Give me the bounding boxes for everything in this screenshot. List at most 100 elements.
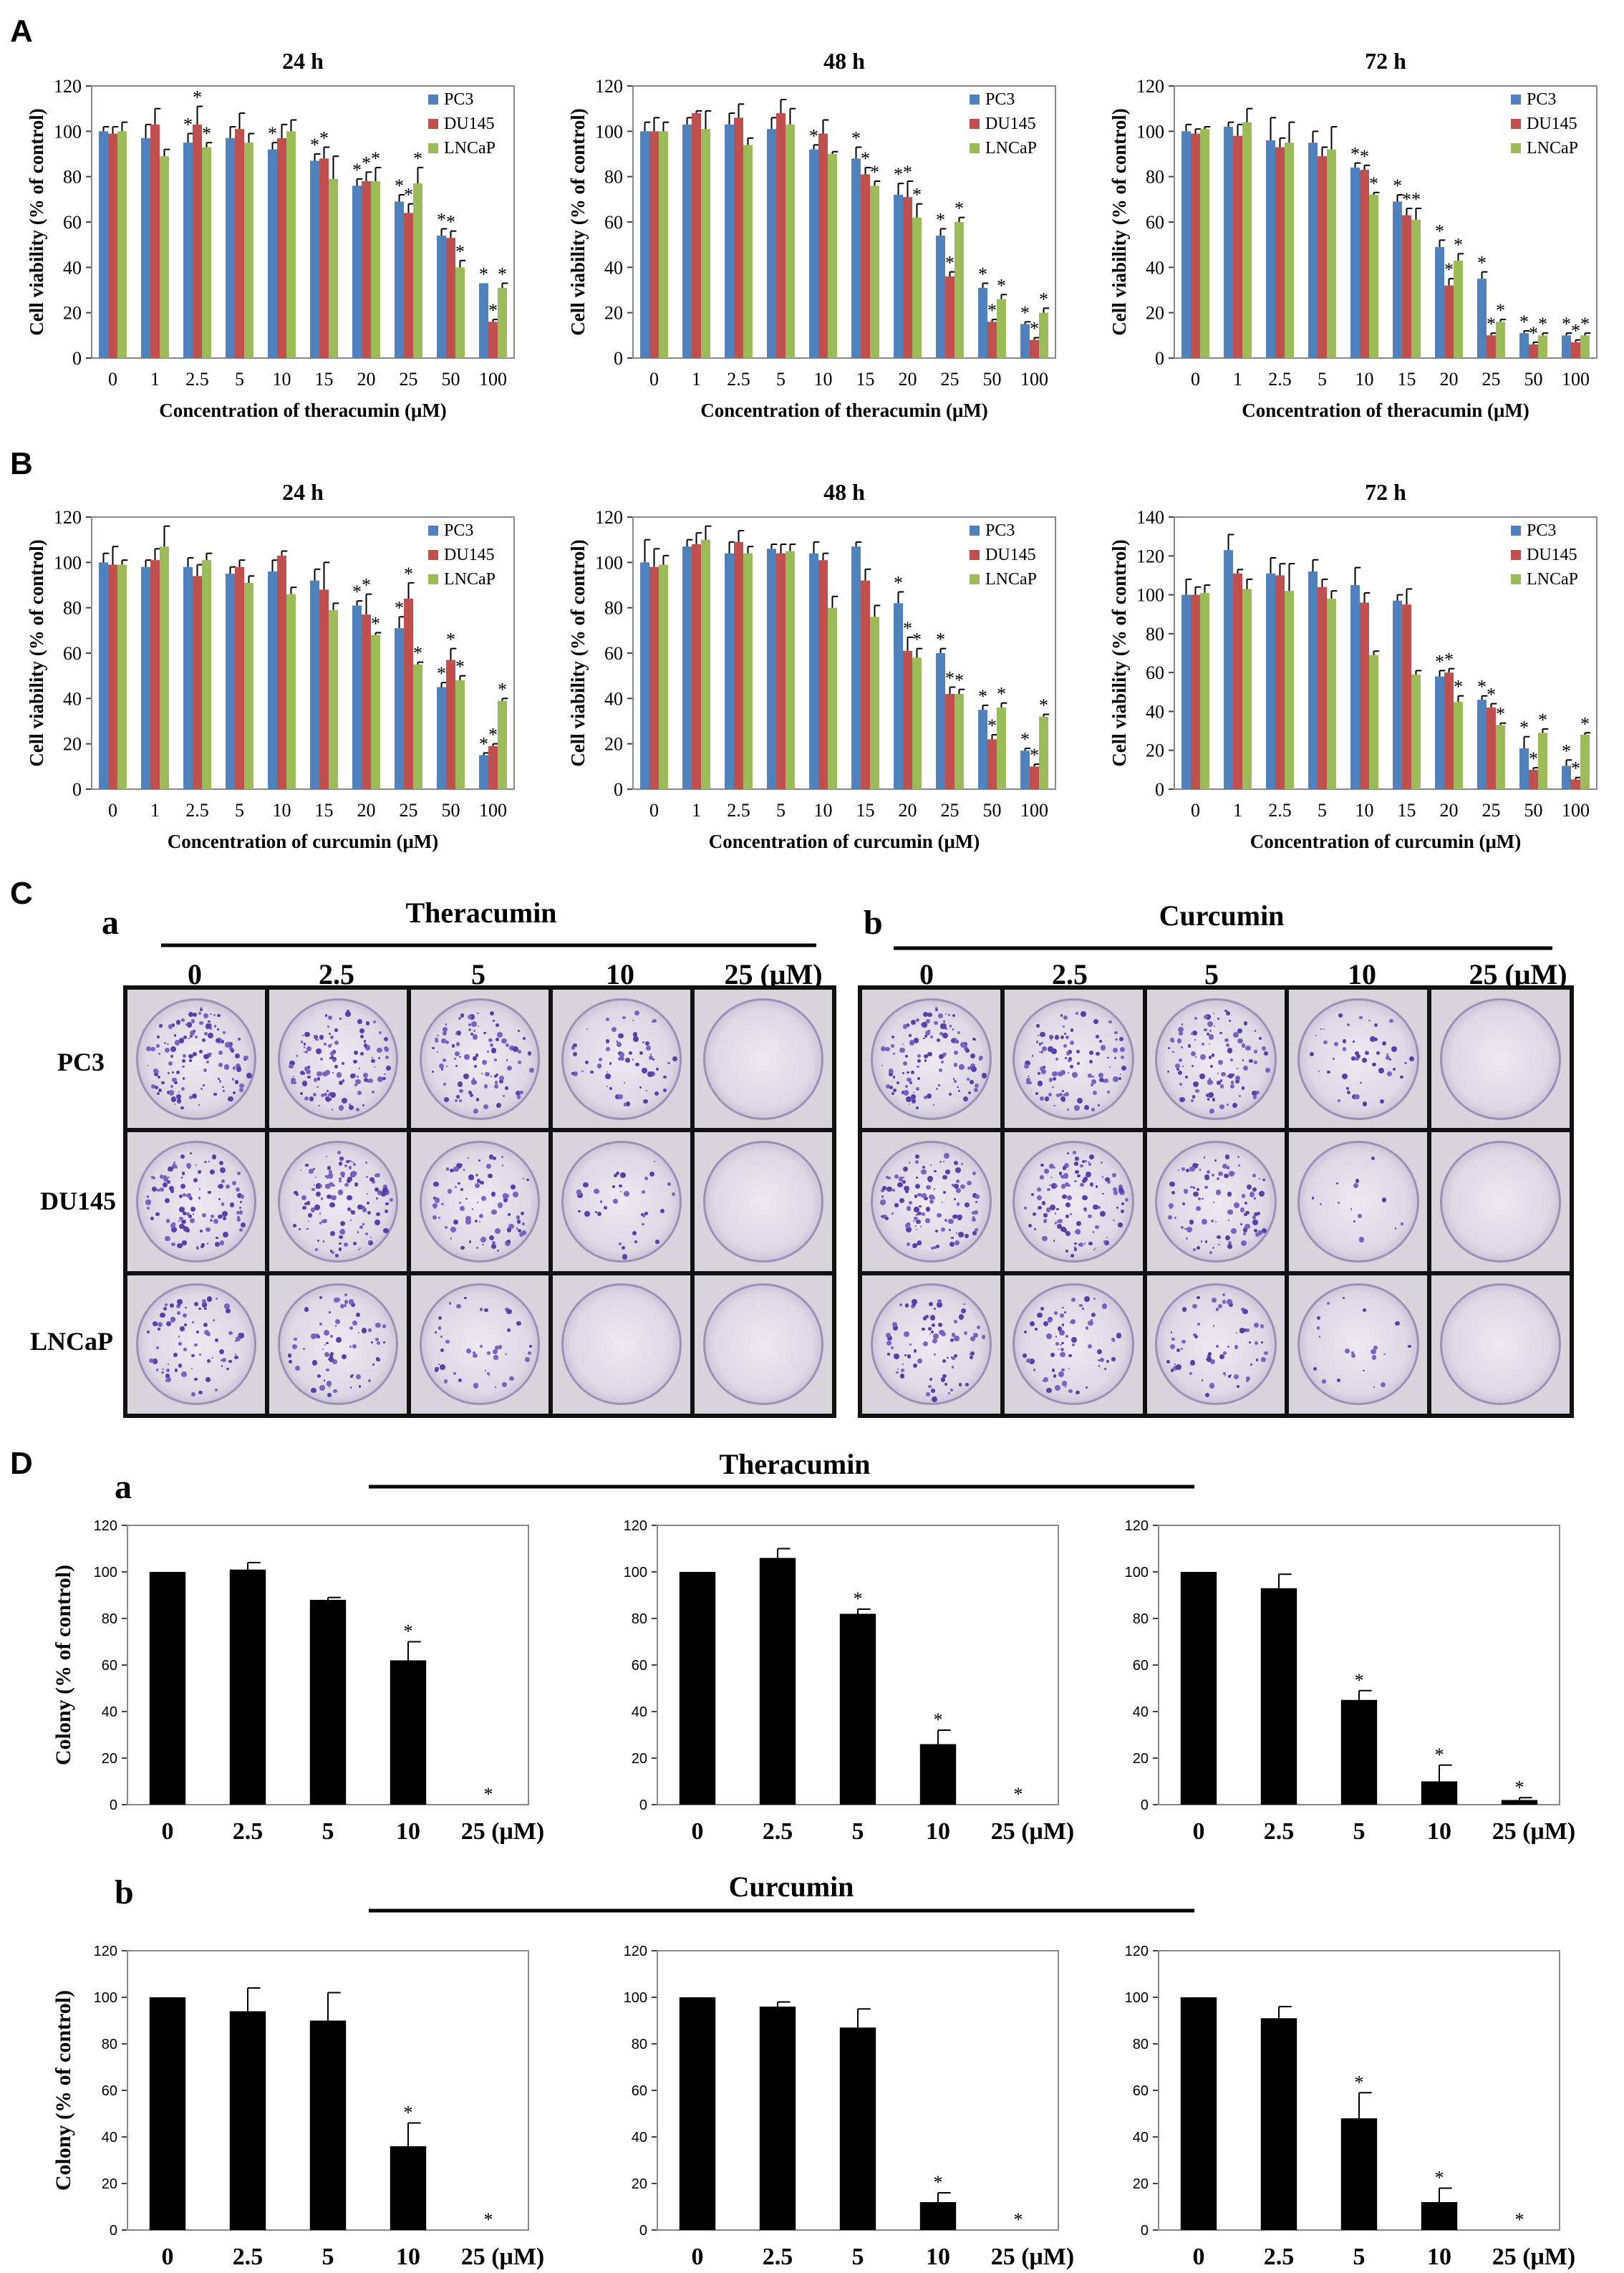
colony-spot — [222, 1211, 228, 1217]
colony-spot — [210, 1169, 215, 1174]
colony-spot — [437, 1035, 438, 1036]
x-tick-label: 10 — [814, 369, 833, 390]
colony-spot — [957, 1202, 960, 1205]
y-tick-label: 100 — [54, 552, 82, 573]
significance-star: * — [413, 148, 422, 169]
colony-spot — [518, 1061, 521, 1064]
colony-spot — [516, 1215, 520, 1219]
colony-spot — [183, 1077, 185, 1080]
colony-spot — [1096, 1052, 1099, 1056]
significance-star: * — [1496, 300, 1505, 321]
bar-lncap — [202, 560, 211, 789]
x-tick-label: 10 — [273, 800, 291, 821]
significance-star: * — [1477, 253, 1487, 274]
colony-spot — [453, 1372, 456, 1375]
colony-spot — [925, 1218, 930, 1223]
colony-spot — [1090, 1182, 1094, 1187]
colony-spot — [1082, 1308, 1084, 1310]
colony-spot — [165, 1236, 170, 1241]
colony-spot — [1074, 1162, 1078, 1166]
colony-spot — [523, 1037, 526, 1040]
colony-spot — [1113, 1190, 1118, 1195]
colony-spot — [1238, 1164, 1239, 1166]
colony-spot — [1181, 1023, 1183, 1025]
colony-spot — [1066, 1051, 1070, 1055]
colony-spot — [443, 1028, 444, 1030]
colony-dish — [1147, 990, 1285, 1128]
bar-lncap — [1496, 725, 1505, 789]
colony-spot — [973, 1333, 978, 1338]
colony-spot — [909, 1201, 912, 1205]
colony-spot — [342, 1098, 347, 1104]
bar — [840, 1614, 876, 1805]
colony-dish — [862, 990, 1000, 1128]
panel-c-a-title: Theracumin — [405, 897, 556, 929]
colony-spot — [170, 1085, 173, 1088]
significance-star: * — [861, 148, 870, 169]
dish-plate — [703, 998, 824, 1120]
colony-spot — [927, 1052, 932, 1056]
colony-spot — [158, 1328, 160, 1330]
y-tick-label: 60 — [604, 643, 623, 664]
bar-lncap — [1039, 313, 1048, 358]
colony-spot — [365, 1232, 368, 1235]
colony-spot — [476, 1098, 479, 1101]
colony-spot — [1204, 1157, 1205, 1159]
x-tick-label: 5 — [776, 800, 786, 821]
colony-spot — [328, 1015, 332, 1020]
colony-spot — [959, 1064, 964, 1069]
dish-plate — [561, 1283, 682, 1405]
colony-spot — [210, 1053, 212, 1055]
y-tick-label: 120 — [94, 1518, 117, 1534]
colony-spot — [1231, 1228, 1237, 1234]
bar — [310, 1600, 346, 1805]
colony-spot — [529, 1068, 534, 1073]
colony-spot — [1077, 1098, 1083, 1104]
colony-spot — [1089, 1154, 1094, 1159]
bar-lncap — [1538, 335, 1547, 358]
colony-spot — [1071, 1298, 1076, 1302]
colony-spot — [1052, 1369, 1055, 1371]
chart-colony-curcumin-pc3: 020406080100120Colony (% of control)0 2.5… — [43, 1936, 609, 2273]
colony-spot — [975, 1195, 980, 1199]
colony-spot — [880, 1200, 885, 1205]
colony-spot — [1076, 1229, 1081, 1234]
colony-spot — [922, 1212, 925, 1216]
colony-spot — [196, 1331, 199, 1333]
colony-spot — [178, 1091, 180, 1093]
bar-lncap — [659, 131, 668, 358]
colony-spot — [1169, 1207, 1171, 1209]
significance-star: * — [446, 629, 455, 650]
colony-spot — [206, 1227, 210, 1232]
x-tick-label: 10 — [814, 800, 833, 821]
colony-dish — [1289, 1275, 1427, 1414]
chart-title: 48 h — [823, 48, 865, 74]
significance-star: * — [404, 2103, 413, 2123]
bar-du145 — [649, 131, 659, 358]
colony-spot — [941, 1227, 945, 1232]
colony-spot — [1056, 1208, 1058, 1210]
bar-du145 — [488, 746, 498, 789]
colony-spot — [459, 1202, 461, 1204]
colony-spot — [1227, 1076, 1228, 1077]
colony-spot — [967, 1181, 971, 1185]
colony-spot — [1337, 1379, 1340, 1382]
significance-star: * — [903, 162, 912, 183]
legend-swatch — [1511, 574, 1521, 584]
bar-du145 — [362, 181, 371, 358]
colony-spot — [1081, 1011, 1086, 1016]
colony-spot — [1057, 1220, 1060, 1223]
colony-spot — [1170, 1344, 1175, 1349]
colony-dish — [1289, 1132, 1427, 1270]
chart-title: 72 h — [1365, 48, 1406, 74]
colony-spot — [1178, 1169, 1179, 1171]
colony-spot — [1204, 1015, 1208, 1019]
colony-spot — [319, 1323, 322, 1326]
colony-spot — [982, 1073, 987, 1078]
colony-spot — [1168, 1215, 1172, 1220]
colony-spot — [1265, 1068, 1270, 1073]
bar-du145 — [861, 581, 870, 789]
colony-spot — [1024, 1064, 1029, 1069]
colony-spot — [490, 1076, 492, 1077]
colony-spot — [327, 1090, 329, 1092]
